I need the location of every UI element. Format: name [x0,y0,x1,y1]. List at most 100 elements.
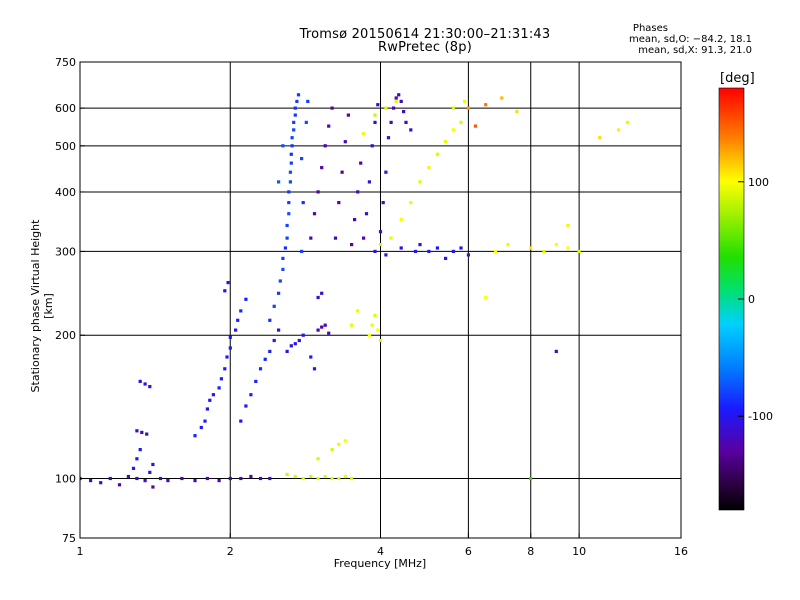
data-point [409,128,413,132]
data-point [473,124,478,128]
data-point [148,470,152,474]
data-point [367,180,371,184]
data-point [272,338,276,343]
data-point [151,485,155,489]
data-point [451,106,455,110]
data-point [283,246,287,250]
y-tick-label: 100 [55,473,76,486]
data-point [126,474,130,479]
data-point [566,246,570,250]
data-point [337,442,341,446]
data-point [263,357,267,361]
data-point [219,377,223,381]
data-point [316,295,320,300]
data-point [340,170,344,174]
data-point [288,180,292,184]
data-point [268,318,272,322]
data-point [373,120,377,124]
data-point [208,398,212,402]
chart-title: Tromsø 20150614 21:30:00–21:31:43 [299,27,551,42]
data-points [80,93,630,489]
data-point [373,249,377,253]
data-point [268,476,272,481]
data-point [402,110,406,114]
data-point [356,309,360,313]
data-point [285,223,289,228]
data-point [138,379,142,383]
data-point [249,393,253,397]
data-point [373,313,377,318]
data-point [384,253,388,257]
data-point [289,152,293,156]
data-point [320,325,324,329]
data-point [239,476,243,481]
data-point [301,333,305,337]
data-point [463,99,467,103]
grid-lines [80,62,681,538]
data-point [330,106,334,110]
data-point [409,201,413,205]
data-point [228,476,232,481]
data-point [289,161,293,165]
data-point [350,476,354,481]
data-point [451,128,455,132]
data-point [381,201,385,205]
data-point [306,99,310,103]
data-point [293,113,297,117]
data-point [353,218,357,222]
axes: 1 2 4 6 8 10 16 75 100 200 300 400 500 600 750 [55,56,688,558]
data-point [228,346,232,350]
colorbar-ticks: 100 0 -100 [738,176,773,423]
data-point [143,382,147,386]
data-point [288,170,292,174]
data-point [529,246,533,250]
colorbar-tick-label: 100 [748,176,769,189]
data-point [394,96,398,100]
x-tick-label: 2 [227,545,234,558]
data-point [316,190,320,194]
data-point [289,344,293,348]
data-point [99,481,103,485]
data-point [297,338,301,343]
data-point [359,161,363,165]
data-point [323,144,327,148]
data-point [373,113,377,117]
y-tick-label: 600 [55,102,76,115]
data-point [316,328,320,332]
data-point [151,462,155,467]
data-point [376,328,380,332]
data-point [316,476,320,481]
data-point [254,379,258,383]
data-point [566,223,570,228]
data-point [193,434,197,438]
data-point [444,256,448,260]
data-point [320,166,324,170]
data-point [394,99,398,103]
data-point [277,328,281,332]
data-point [435,152,439,156]
data-point [158,476,163,481]
data-point [466,253,470,257]
data-point [542,249,546,253]
data-point [228,335,232,339]
data-point [117,483,122,487]
data-point [223,367,227,371]
data-point [281,267,285,271]
y-tick-label: 750 [55,56,76,69]
data-point [320,291,324,295]
data-point [292,128,296,132]
data-point [300,157,304,161]
data-point [370,144,374,148]
data-point [226,281,230,285]
data-point [484,103,488,107]
data-point [135,457,139,461]
data-point [330,448,334,452]
data-point [236,318,240,322]
stats-line-x: mean, sd,X: 91.3, 21.0 [638,45,752,56]
data-point [272,304,276,308]
data-point [143,479,147,483]
data-point [484,295,488,300]
x-tick-label: 6 [465,545,472,558]
data-point [205,407,209,411]
